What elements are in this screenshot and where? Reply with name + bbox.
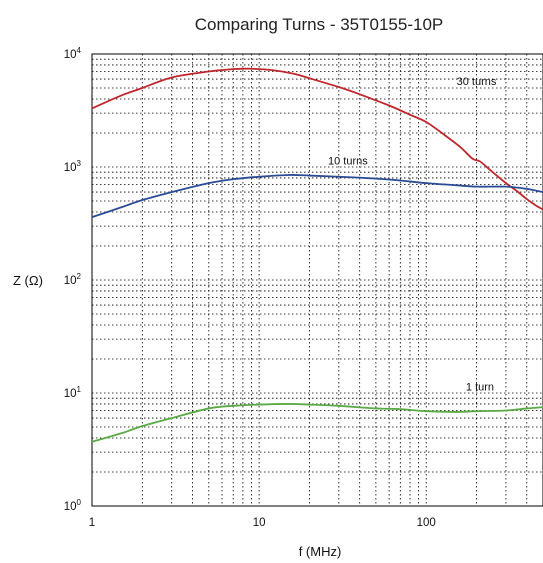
y-tick-label: 103: [64, 159, 82, 174]
y-axis-label: Z (Ω): [13, 273, 43, 288]
y-tick-label: 102: [64, 272, 82, 287]
y-tick-label: 101: [64, 385, 82, 400]
chart-title: Comparing Turns - 35T0155-10P: [195, 15, 444, 34]
x-tick-label: 1: [89, 517, 95, 529]
series-line-30-turns: [91, 67, 543, 211]
series-label-1-turn: 1 turn: [466, 382, 494, 394]
plot-frame: [91, 53, 543, 507]
tick-labels: 1 10 100 100 101 102 103 104: [64, 46, 436, 529]
series-group: 30 turns 10 turns 1 turn: [91, 67, 543, 443]
series-label-10-turns: 10 turns: [328, 156, 368, 168]
x-axis-label: f (MHz): [299, 544, 342, 559]
series-line-1-turn: [91, 403, 543, 443]
series-label-30-turns: 30 turns: [457, 76, 497, 88]
x-tick-label: 100: [417, 517, 436, 529]
x-tick-label: 10: [253, 517, 266, 529]
grid-lines: [92, 54, 543, 506]
y-tick-label: 100: [64, 498, 82, 513]
series-line-10-turns: [91, 174, 543, 218]
y-tick-label: 104: [64, 46, 82, 61]
